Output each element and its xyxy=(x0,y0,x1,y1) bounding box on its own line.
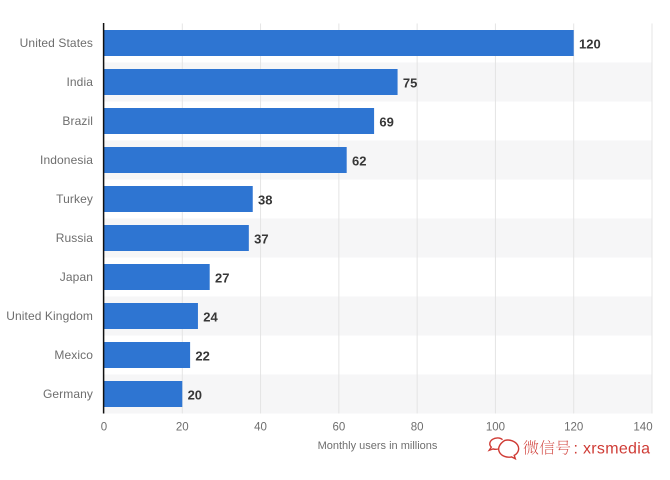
svg-text:80: 80 xyxy=(411,422,424,434)
svg-text:24: 24 xyxy=(203,310,218,325)
svg-text:37: 37 xyxy=(254,232,268,247)
svg-text:60: 60 xyxy=(332,422,345,434)
svg-text:0: 0 xyxy=(101,422,107,434)
svg-text:Turkey: Turkey xyxy=(56,192,93,206)
svg-text:22: 22 xyxy=(195,349,209,364)
svg-text:38: 38 xyxy=(258,193,272,208)
svg-text:Indonesia: Indonesia xyxy=(40,153,93,167)
svg-text:Japan: Japan xyxy=(60,270,93,284)
svg-text:Germany: Germany xyxy=(43,387,93,401)
svg-text:40: 40 xyxy=(254,422,267,434)
svg-text:75: 75 xyxy=(403,76,417,91)
svg-text:United Kingdom: United Kingdom xyxy=(6,309,93,323)
svg-text:27: 27 xyxy=(215,271,229,286)
svg-text:120: 120 xyxy=(564,422,583,434)
svg-text:Mexico: Mexico xyxy=(54,348,93,362)
svg-text:20: 20 xyxy=(176,422,189,434)
svg-text:Monthly users in millions: Monthly users in millions xyxy=(318,440,438,452)
svg-text:140: 140 xyxy=(633,422,652,434)
svg-text:69: 69 xyxy=(379,115,393,130)
svg-text:120: 120 xyxy=(579,37,601,52)
svg-text:100: 100 xyxy=(486,422,505,434)
svg-text:62: 62 xyxy=(352,154,366,169)
svg-text:20: 20 xyxy=(188,388,202,403)
svg-text:Russia: Russia xyxy=(56,231,94,245)
svg-text:: xrsmedia: : xrsmedia xyxy=(574,441,651,458)
svg-text:Brazil: Brazil xyxy=(62,114,93,128)
svg-text:United States: United States xyxy=(20,36,93,50)
svg-text:India: India xyxy=(66,75,93,89)
